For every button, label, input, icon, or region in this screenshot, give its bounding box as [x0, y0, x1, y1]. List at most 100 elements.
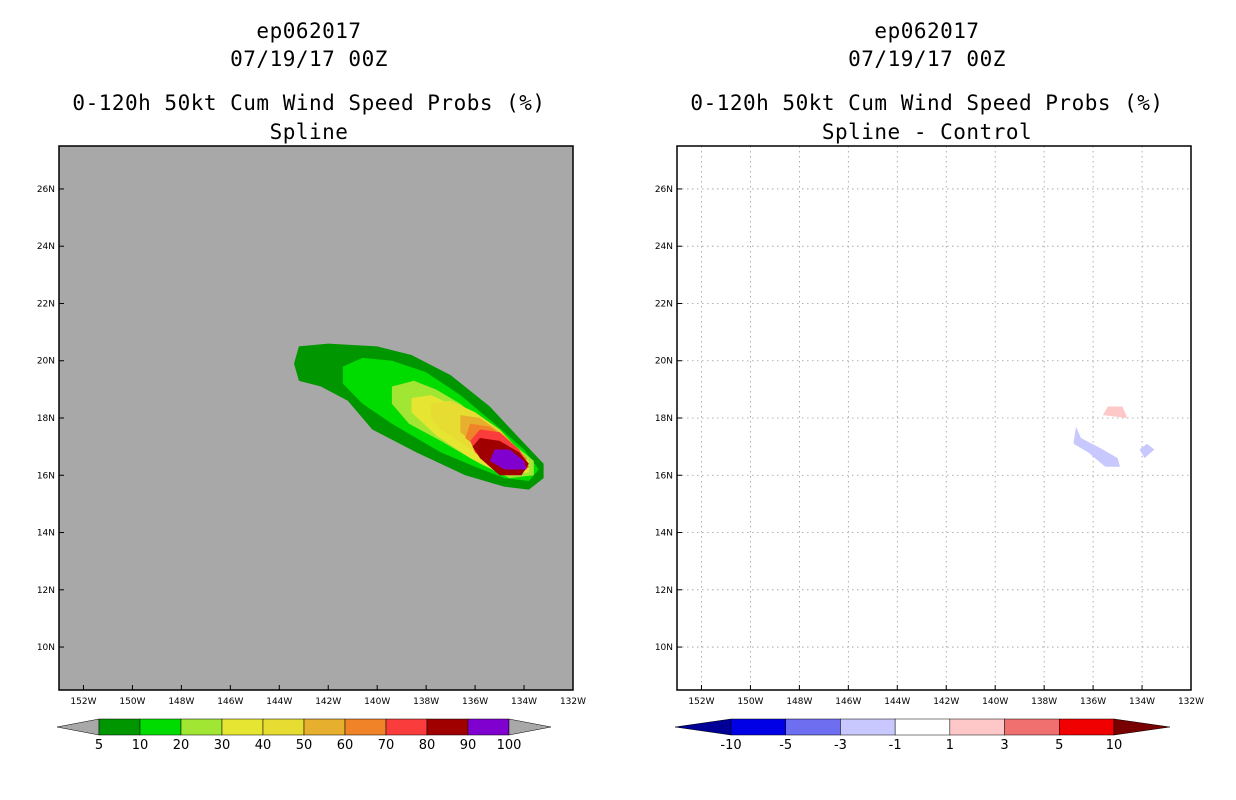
x-tick-label: 152W — [70, 697, 96, 707]
right-map-background — [677, 146, 1191, 690]
y-tick-label: 14N — [37, 529, 55, 539]
y-tick-label: 12N — [655, 586, 673, 596]
right-colorbar: -10 -5 -3 -1 1 3 5 10 — [674, 718, 1171, 753]
x-tick-label: 146W — [835, 697, 861, 707]
colorbar-label: 1 — [946, 738, 954, 753]
colorbar-label: 10 — [132, 738, 149, 753]
colorbar-swatch — [467, 718, 510, 736]
left-contours — [294, 343, 544, 490]
x-tick-label: 140W — [982, 697, 1008, 707]
x-tick-label: 146W — [217, 697, 243, 707]
colorbar-label: 5 — [1055, 738, 1063, 753]
colorbar-swatch — [730, 718, 786, 736]
colorbar-label: -3 — [834, 738, 847, 753]
colorbar-label: -5 — [779, 738, 792, 753]
y-tick-label: 18N — [655, 414, 673, 424]
y-tick-label: 14N — [655, 529, 673, 539]
x-tick-label: 148W — [168, 697, 194, 707]
colorbar-swatch — [221, 718, 264, 736]
y-tick-label: 22N — [37, 299, 55, 309]
left-colorbar: 5 10 20 30 40 50 60 70 80 90 100 — [56, 718, 552, 753]
left-datetime: 07/19/17 00Z — [230, 47, 388, 71]
colorbar-over-arrow — [1113, 718, 1171, 736]
x-tick-label: 142W — [933, 697, 959, 707]
left-product-title: 0-120h 50kt Cum Wind Speed Probs (%) — [72, 91, 545, 115]
y-tick-label: 24N — [655, 242, 673, 252]
colorbar-label: 70 — [378, 738, 395, 753]
colorbar-swatch — [139, 718, 182, 736]
colorbar-label: 5 — [95, 738, 103, 753]
x-tick-label: 152W — [688, 697, 714, 707]
colorbar-label: 100 — [497, 738, 522, 753]
colorbar-swatch — [98, 718, 141, 736]
right-datetime: 07/19/17 00Z — [848, 47, 1006, 71]
left-storm-id: ep062017 — [256, 19, 361, 43]
colorbar-swatch — [262, 718, 305, 736]
x-tick-label: 138W — [413, 697, 439, 707]
x-tick-label: 144W — [266, 697, 292, 707]
colorbar-label: 30 — [214, 738, 231, 753]
colorbar-label: -10 — [720, 738, 741, 753]
contour-neg1-region — [1139, 443, 1155, 459]
colorbar-label: 80 — [419, 738, 436, 753]
x-tick-label: 150W — [737, 697, 763, 707]
x-tick-label: 132W — [560, 697, 586, 707]
y-tick-label: 10N — [37, 643, 55, 653]
colorbar-over-arrow — [508, 718, 552, 736]
right-storm-id: ep062017 — [874, 19, 979, 43]
right-product-title: 0-120h 50kt Cum Wind Speed Probs (%) — [690, 91, 1163, 115]
x-tick-label: 138W — [1031, 697, 1057, 707]
colorbar-under-arrow — [56, 718, 100, 736]
colorbar-swatch — [426, 718, 469, 736]
colorbar-swatch — [303, 718, 346, 736]
colorbar-swatch — [785, 718, 841, 736]
y-tick-label: 20N — [655, 357, 673, 367]
x-tick-label: 144W — [884, 697, 910, 707]
y-tick-label: 18N — [37, 414, 55, 424]
contour-1-region — [1102, 406, 1128, 418]
x-tick-label: 134W — [511, 697, 537, 707]
y-tick-label: 16N — [37, 471, 55, 481]
colorbar-label: -1 — [889, 738, 902, 753]
right-panel: ep062017 07/19/17 00Z 0-120h 50kt Cum Wi… — [655, 19, 1204, 753]
x-tick-label: 150W — [119, 697, 145, 707]
x-tick-label: 140W — [364, 697, 390, 707]
y-tick-label: 26N — [37, 185, 55, 195]
colorbar-label: 3 — [1000, 738, 1008, 753]
y-tick-label: 12N — [37, 586, 55, 596]
colorbar-label: 10 — [1106, 738, 1123, 753]
left-panel: ep062017 07/19/17 00Z 0-120h 50kt Cum Wi… — [37, 19, 586, 753]
y-tick-label: 22N — [655, 299, 673, 309]
y-tick-label: 24N — [37, 242, 55, 252]
colorbar-swatch — [949, 718, 1005, 736]
y-tick-label: 20N — [37, 357, 55, 367]
y-tick-label: 16N — [655, 471, 673, 481]
colorbar-label: 20 — [173, 738, 190, 753]
colorbar-label: 60 — [337, 738, 354, 753]
right-subtitle: Spline - Control — [822, 120, 1032, 144]
colorbar-swatch — [1004, 718, 1060, 736]
contour-neg1-region — [1073, 426, 1120, 467]
colorbar-swatch — [894, 718, 951, 736]
left-axis-ticks: 152W 150W 148W 146W 144W 142W 140W 138W 136W 134W… — [37, 185, 586, 707]
x-tick-label: 148W — [786, 697, 812, 707]
contour-90-region — [489, 449, 527, 470]
x-tick-label: 142W — [315, 697, 341, 707]
colorbar-label: 90 — [460, 738, 477, 753]
right-contours — [1073, 406, 1155, 467]
colorbar-swatch — [180, 718, 223, 736]
x-tick-label: 136W — [462, 697, 488, 707]
x-tick-label: 132W — [1178, 697, 1204, 707]
colorbar-under-arrow — [674, 718, 732, 736]
y-tick-label: 10N — [655, 643, 673, 653]
colorbar-swatch — [1059, 718, 1115, 736]
left-subtitle: Spline — [270, 120, 349, 144]
x-tick-label: 136W — [1080, 697, 1106, 707]
colorbar-swatch — [385, 718, 428, 736]
right-axis-ticks: 152W 150W 148W 146W 144W 142W 140W 138W 136W 134W… — [655, 185, 1204, 707]
x-tick-label: 134W — [1129, 697, 1155, 707]
colorbar-swatch — [840, 718, 896, 736]
colorbar-label: 40 — [255, 738, 272, 753]
colorbar-label: 50 — [296, 738, 313, 753]
